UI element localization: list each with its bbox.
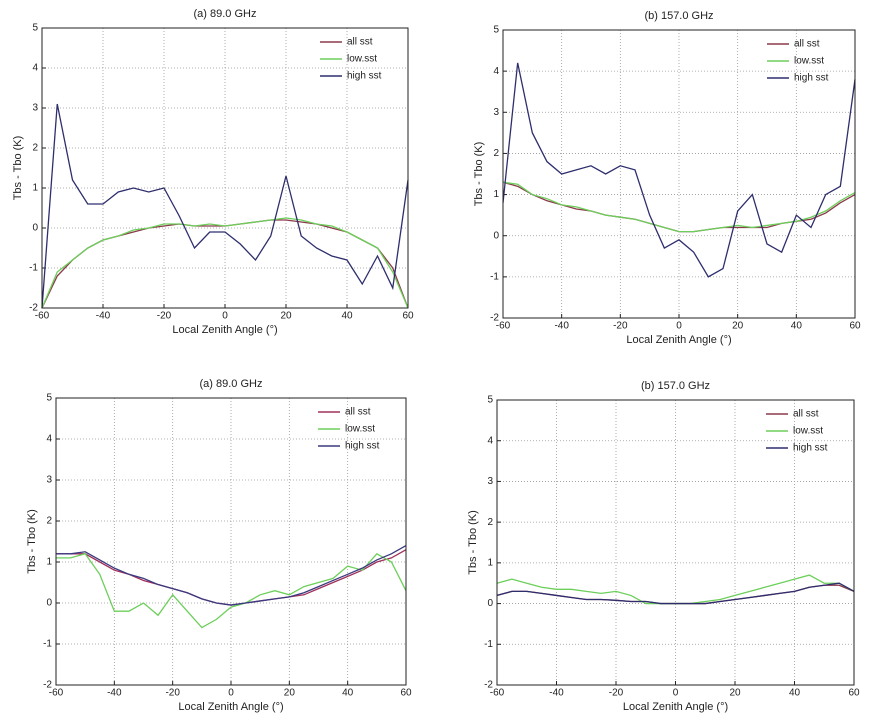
y-tick-label: 2 — [487, 517, 493, 528]
x-tick-label: 0 — [222, 311, 228, 322]
x-tick-label: 60 — [849, 321, 861, 332]
legend-label: low.sst — [793, 426, 823, 437]
y-tick-label: 0 — [493, 230, 499, 241]
x-tick-label: 20 — [732, 321, 744, 332]
y-tick-label: 5 — [493, 25, 499, 36]
chart-title: (b) 157.0 GHz — [644, 10, 713, 22]
y-tick-label: 4 — [32, 63, 38, 74]
plot-area — [56, 398, 406, 685]
y-axis-label: Tbs - Tbo (K) — [473, 142, 485, 207]
y-tick-label: -1 — [29, 263, 38, 274]
x-tick-label: 60 — [402, 311, 414, 322]
y-tick-label: 1 — [46, 557, 52, 568]
x-tick-label: 20 — [729, 688, 741, 699]
x-tick-label: 20 — [284, 688, 296, 699]
axes-frame — [41, 27, 409, 309]
y-tick-label: 2 — [493, 148, 499, 159]
y-tick-label: 2 — [32, 143, 38, 154]
y-tick-label: 2 — [46, 516, 52, 527]
y-tick-label: -1 — [490, 271, 499, 282]
chart-title: (a) 89.0 GHz — [194, 8, 257, 20]
x-tick-label: 0 — [673, 688, 679, 699]
y-tick-label: -2 — [29, 303, 38, 314]
y-tick-label: 5 — [487, 395, 493, 406]
x-tick-label: 40 — [791, 321, 803, 332]
x-axis-label: Local Zenith Angle (°) — [623, 701, 728, 713]
y-tick-label: 1 — [487, 557, 493, 568]
y-tick-label: 5 — [46, 393, 52, 404]
data-line — [56, 552, 407, 629]
axes-frame — [55, 397, 407, 686]
x-tick-label: -20 — [609, 688, 624, 699]
data-line — [496, 582, 855, 605]
y-tick-label: 4 — [46, 434, 52, 445]
y-tick-label: -2 — [484, 680, 493, 691]
legend-label: all sst — [347, 37, 373, 48]
y-tick-label: 5 — [32, 23, 38, 34]
data-line — [41, 103, 409, 309]
y-tick-label: 0 — [487, 598, 493, 609]
x-tick-label: 20 — [280, 311, 292, 322]
legend-label: low.sst — [345, 424, 375, 435]
legend-label: high sst — [347, 71, 382, 82]
y-tick-label: 4 — [487, 435, 493, 446]
x-axis-label: Local Zenith Angle (°) — [172, 324, 277, 336]
x-tick-label: 60 — [848, 688, 860, 699]
legend-label: high sst — [793, 443, 828, 454]
x-tick-label: 40 — [789, 688, 801, 699]
y-axis-label: Tbs - Tbo (K) — [12, 136, 24, 201]
axes-frame — [496, 399, 855, 686]
y-tick-label: 3 — [487, 476, 493, 487]
x-tick-label: -60 — [49, 688, 64, 699]
x-tick-label: -20 — [613, 321, 628, 332]
legend-label: low.sst — [347, 54, 377, 65]
x-tick-label: -40 — [107, 688, 122, 699]
legend-label: all sst — [794, 39, 820, 50]
x-tick-label: -40 — [96, 311, 111, 322]
data-line — [502, 181, 856, 233]
x-tick-label: 40 — [342, 688, 354, 699]
x-tick-label: -40 — [549, 688, 564, 699]
y-tick-label: -2 — [43, 680, 52, 691]
data-line — [56, 545, 407, 606]
y-tick-label: 3 — [493, 107, 499, 118]
y-tick-label: 3 — [32, 103, 38, 114]
x-tick-label: -40 — [554, 321, 569, 332]
x-tick-label: -60 — [490, 688, 505, 699]
y-axis-label: Tbs - Tbo (K) — [26, 509, 38, 574]
x-tick-label: 0 — [228, 688, 234, 699]
y-tick-label: 1 — [32, 183, 38, 194]
x-axis-label: Local Zenith Angle (°) — [178, 701, 283, 713]
y-tick-label: -1 — [484, 639, 493, 650]
legend-label: high sst — [794, 73, 829, 84]
data-line — [41, 217, 409, 309]
y-tick-label: -1 — [43, 639, 52, 650]
legend-label: all sst — [793, 409, 819, 420]
legend-label: all sst — [345, 407, 371, 418]
y-tick-label: -2 — [490, 313, 499, 324]
y-tick-label: 0 — [32, 223, 38, 234]
axes-frame — [502, 29, 856, 319]
x-tick-label: -20 — [165, 688, 180, 699]
y-tick-label: 3 — [46, 475, 52, 486]
x-tick-label: 60 — [400, 688, 412, 699]
legend-label: low.sst — [794, 56, 824, 67]
chart-title: (a) 89.0 GHz — [200, 378, 263, 390]
y-tick-label: 4 — [493, 66, 499, 77]
x-axis-label: Local Zenith Angle (°) — [626, 334, 731, 346]
x-tick-label: 0 — [676, 321, 682, 332]
x-tick-label: -60 — [496, 321, 511, 332]
y-axis-label: Tbs - Tbo (K) — [467, 510, 479, 575]
x-tick-label: -60 — [35, 311, 50, 322]
x-tick-label: -20 — [157, 311, 172, 322]
x-tick-label: 40 — [341, 311, 353, 322]
chart-title: (b) 157.0 GHz — [641, 380, 710, 392]
plot-area — [42, 28, 408, 308]
legend-label: high sst — [345, 441, 380, 452]
data-line — [502, 62, 856, 278]
y-tick-label: 1 — [493, 189, 499, 200]
y-tick-label: 0 — [46, 598, 52, 609]
